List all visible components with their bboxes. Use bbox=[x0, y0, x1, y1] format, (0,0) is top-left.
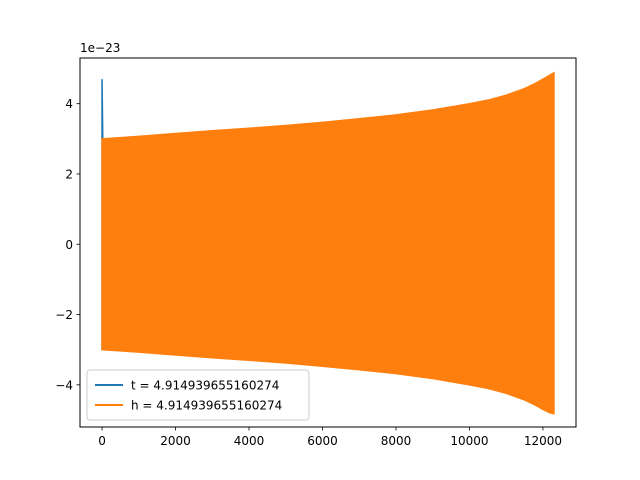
x-axis: 0 2000 4000 6000 8000 10000 12000 bbox=[98, 427, 562, 448]
series-layer bbox=[101, 71, 555, 415]
y-tick-label: 4 bbox=[65, 97, 73, 111]
x-tick-label: 2000 bbox=[160, 434, 191, 448]
y-tick-label: −2 bbox=[55, 308, 73, 322]
y-offset-label: 1e−23 bbox=[80, 41, 120, 55]
x-tick-label: 0 bbox=[98, 434, 106, 448]
legend: t = 4.914939655160274 h = 4.9149396551602… bbox=[86, 369, 310, 421]
y-tick-label: −4 bbox=[55, 378, 73, 392]
x-tick-label: 8000 bbox=[381, 434, 412, 448]
legend-label-0: t = 4.914939655160274 bbox=[131, 379, 279, 393]
y-tick-label: 0 bbox=[65, 238, 73, 252]
series-1-line bbox=[101, 71, 555, 415]
x-tick-label: 12000 bbox=[524, 434, 562, 448]
x-tick-label: 6000 bbox=[307, 434, 338, 448]
y-axis: −4 −2 0 2 4 bbox=[55, 97, 80, 392]
x-tick-label: 4000 bbox=[234, 434, 265, 448]
y-tick-label: 2 bbox=[65, 167, 73, 181]
plot-frame bbox=[79, 57, 577, 428]
x-tick-label: 10000 bbox=[450, 434, 488, 448]
legend-box bbox=[86, 369, 310, 421]
legend-label-1: h = 4.914939655160274 bbox=[131, 399, 282, 413]
